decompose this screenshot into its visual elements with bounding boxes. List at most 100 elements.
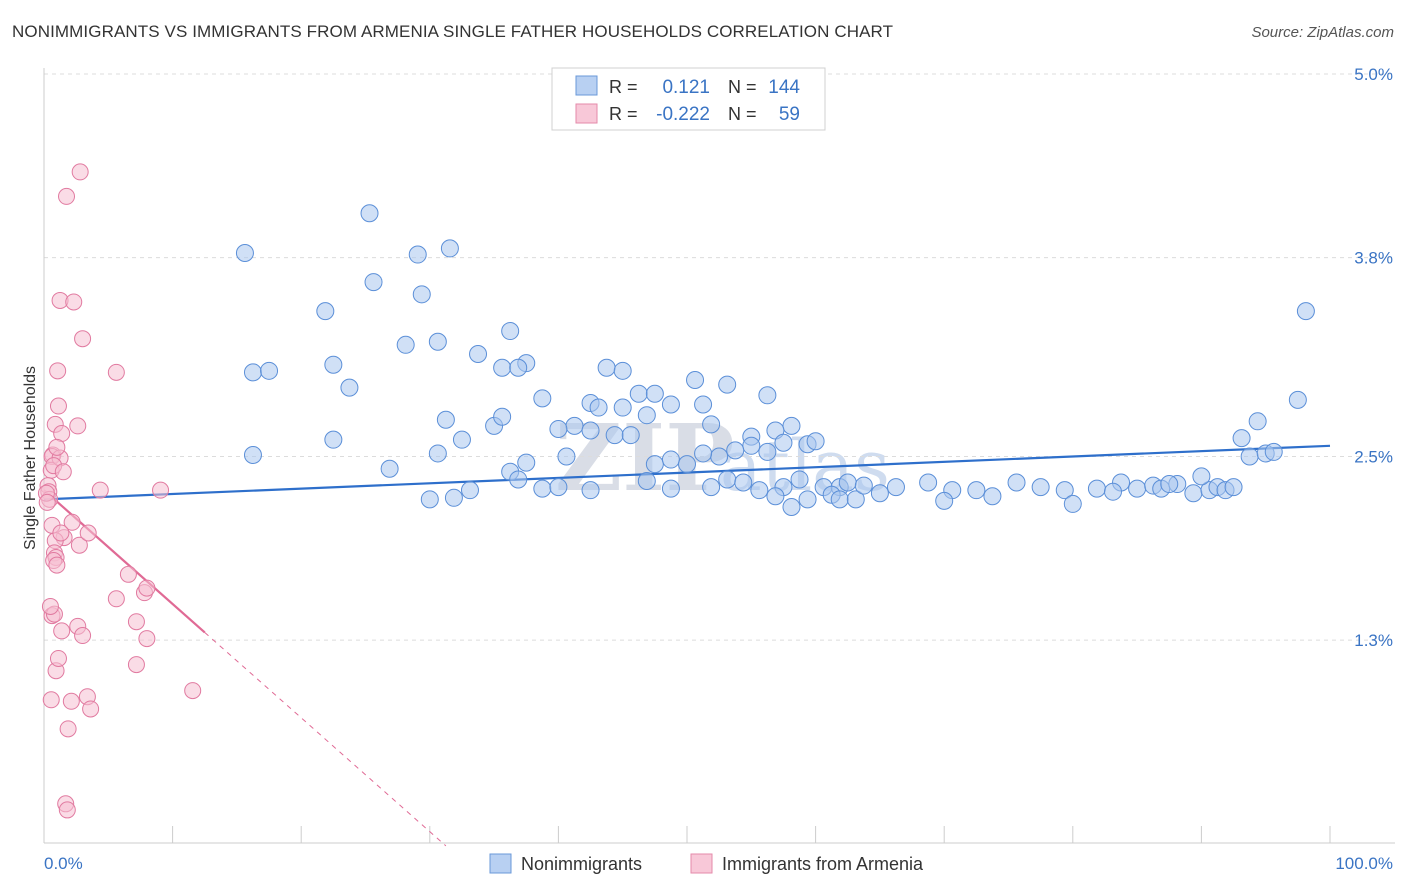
nonimmigrant-point-45 <box>621 426 640 445</box>
armenia-point-7 <box>49 397 67 415</box>
nonimmigrant-point-58 <box>694 444 713 463</box>
nonimmigrant-point-35 <box>549 419 568 438</box>
armenia-point-46 <box>127 656 145 674</box>
nonimmigrant-point-97 <box>1055 481 1074 500</box>
nonimmigrant-point-3 <box>440 239 459 258</box>
tick-labels: 5.0% 3.8% 2.5% 1.3% 0.0% 100.0% <box>44 65 1393 873</box>
armenia-point-1 <box>58 187 76 205</box>
nonimmigrant-point-115 <box>1248 412 1267 431</box>
armenia-point-35 <box>119 565 137 583</box>
legend-n-label-1: N = <box>728 77 757 97</box>
nonimmigrant-point-53 <box>661 450 680 469</box>
nonimmigrant-point-59 <box>557 447 576 466</box>
nonimmigrant-point-37 <box>637 406 656 425</box>
armenia-point-38 <box>127 613 145 631</box>
legend-r-label-2: R = <box>609 104 638 124</box>
nonimmigrant-point-22 <box>661 395 680 414</box>
nonimmigrant-point-56 <box>758 442 777 461</box>
nonimmigrant-point-118 <box>1192 467 1211 486</box>
series-legend: Nonimmigrants Immigrants from Armenia <box>489 853 924 874</box>
nonimmigrant-point-111 <box>1240 447 1259 466</box>
nonimmigrant-point-6 <box>316 302 335 321</box>
nonimmigrant-point-17 <box>613 361 632 380</box>
legend-r-label-1: R = <box>609 77 638 97</box>
armenia-point-13 <box>69 417 87 435</box>
nonimmigrant-point-117 <box>1296 302 1315 321</box>
nonimmigrant-point-60 <box>517 453 536 472</box>
nonimmigrant-point-12 <box>324 355 343 374</box>
nonimmigrant-point-39 <box>782 416 801 435</box>
nonimmigrant-point-2 <box>408 245 427 264</box>
nonimmigrant-point-27 <box>718 375 737 394</box>
nonimmigrant-point-5 <box>412 285 431 304</box>
nonimmigrant-point-116 <box>1288 390 1307 409</box>
grid <box>44 73 1395 641</box>
legend-r-value-2: -0.222 <box>656 104 710 125</box>
nonimmigrant-point-96 <box>1031 478 1050 497</box>
armenia-point-23 <box>91 481 109 499</box>
legend-r-value-1: 0.121 <box>662 77 710 98</box>
nonimmigrant-point-98 <box>1063 494 1082 513</box>
nonimmigrant-point-61 <box>380 459 399 478</box>
y-axis-label: Single Father Households <box>22 366 39 550</box>
armenia-point-5 <box>49 362 67 380</box>
nonimmigrant-point-62 <box>420 490 439 509</box>
nonimmigrant-point-65 <box>460 481 479 500</box>
nonimmigrant-point-47 <box>742 436 761 455</box>
armenia-point-34 <box>107 590 125 608</box>
nonimmigrant-point-13 <box>340 378 359 397</box>
nonimmigrant-point-110 <box>1224 478 1243 497</box>
nonimmigrant-point-26 <box>686 371 705 389</box>
armenia-point-22 <box>38 493 56 511</box>
nonimmigrant-point-76 <box>790 470 809 489</box>
nonimmigrant-point-1 <box>360 204 379 223</box>
nonimmigrant-point-36 <box>613 398 632 417</box>
chart-title: NONIMMIGRANTS VS IMMIGRANTS FROM ARMENIA… <box>12 22 894 41</box>
x-tick-label-min: 0.0% <box>44 854 83 873</box>
nonimmigrant-point-70 <box>637 471 656 490</box>
nonimmigrant-point-40 <box>324 430 343 449</box>
legend-n-value-1: 144 <box>768 77 800 98</box>
nonimmigrant-point-16 <box>597 358 616 377</box>
nonimmigrant-point-106 <box>1184 484 1203 503</box>
armenia-point-24 <box>152 481 170 499</box>
nonimmigrant-point-82 <box>782 497 801 516</box>
nonimmigrant-point-57 <box>678 455 696 474</box>
nonimmigrant-point-42 <box>428 444 447 463</box>
nonimmigrant-point-89 <box>886 478 905 497</box>
nonimmigrant-point-94 <box>983 487 1002 506</box>
nonimmigrant-point-95 <box>935 491 954 510</box>
armenia-point-41 <box>53 622 71 640</box>
nonimmigrant-point-86 <box>846 490 865 509</box>
legend-swatch-blue <box>575 75 598 96</box>
nonimmigrant-point-10 <box>243 363 262 382</box>
armenia-point-17 <box>48 438 66 456</box>
nonimmigrant-point-28 <box>533 389 552 408</box>
nonimmigrant-point-51 <box>774 433 793 452</box>
stats-legend: R = 0.121 N = 144 R = -0.222 N = 59 <box>551 67 826 131</box>
armenia-point-57 <box>41 597 59 615</box>
legend-n-label-2: N = <box>728 104 757 124</box>
armenia-point-48 <box>42 691 60 709</box>
nonimmigrant-point-71 <box>661 479 680 498</box>
nonimmigrant-point-19 <box>509 358 528 377</box>
nonimmigrant-point-11 <box>260 361 279 380</box>
nonimmigrant-point-68 <box>549 478 568 497</box>
nonimmigrant-point-30 <box>436 410 455 429</box>
bottom-legend-label-2: Immigrants from Armenia <box>722 854 924 874</box>
y-tick-label-0: 5.0% <box>1354 65 1393 84</box>
armenia-point-16 <box>54 463 72 481</box>
nonimmigrant-point-33 <box>605 426 624 445</box>
nonimmigrant-point-74 <box>734 473 753 492</box>
nonimmigrant-point-81 <box>766 487 785 506</box>
nonimmigrant-point-34 <box>565 416 584 435</box>
armenia-point-56 <box>52 524 70 542</box>
nonimmigrant-point-52 <box>645 455 664 474</box>
nonimmigrant-point-18 <box>493 358 512 377</box>
armenia-point-3 <box>65 293 83 311</box>
nonimmigrant-point-0 <box>235 244 254 263</box>
legend-swatch-pink <box>575 103 598 124</box>
nonimmigrant-point-21 <box>645 384 664 403</box>
nonimmigrant-point-24 <box>758 386 777 405</box>
